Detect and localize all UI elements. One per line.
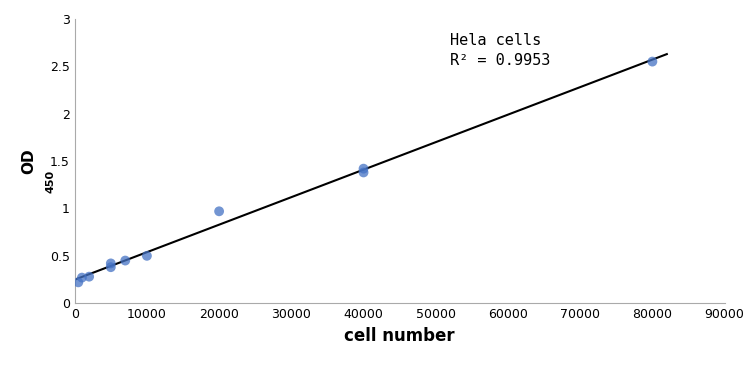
Point <box>213 208 225 215</box>
Point <box>83 274 95 280</box>
Point <box>358 169 370 175</box>
Point <box>120 258 131 264</box>
Text: Hela cells
R² = 0.9953: Hela cells R² = 0.9953 <box>450 33 551 68</box>
X-axis label: cell number: cell number <box>344 327 455 345</box>
Point <box>358 166 370 172</box>
Point <box>105 264 117 270</box>
Point <box>105 260 117 266</box>
Point <box>141 253 153 259</box>
Point <box>72 279 84 285</box>
Text: 450: 450 <box>46 170 55 193</box>
Point <box>646 59 658 65</box>
Point <box>76 274 88 280</box>
Text: OD: OD <box>22 148 37 174</box>
